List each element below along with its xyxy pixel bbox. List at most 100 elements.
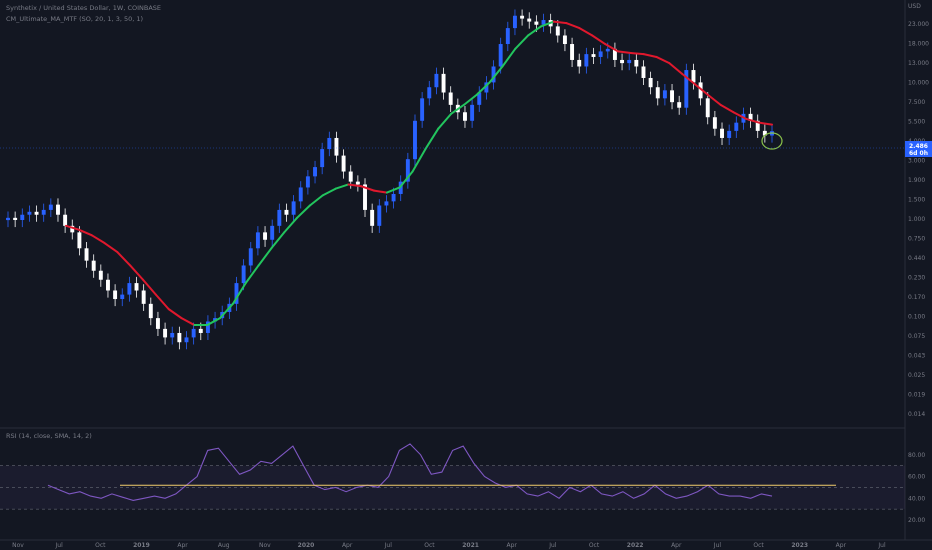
time-tick-label: Jul <box>384 542 393 549</box>
rsi-legend[interactable]: RSI (14, close, SMA, 14, 2) <box>6 432 92 440</box>
candle-body <box>684 70 689 108</box>
candle-body <box>748 113 753 121</box>
candle-body <box>170 332 175 338</box>
candle-body <box>634 59 639 67</box>
ma-segment <box>270 231 286 250</box>
ma-segment <box>668 62 684 75</box>
price-tick-label: 0.170 <box>908 294 925 301</box>
candle-body <box>384 201 389 206</box>
candle-body <box>355 181 360 185</box>
candle-body <box>541 20 546 25</box>
rsi-tick-label: 60.00 <box>908 474 925 481</box>
ma-segment <box>206 317 222 327</box>
marker-circle[interactable] <box>761 132 783 150</box>
price-tick-label: 0.014 <box>908 411 925 418</box>
candle-body <box>120 294 125 300</box>
time-tick-label: Jul <box>877 542 886 549</box>
candle-body <box>612 48 617 60</box>
ma-segment <box>103 242 119 254</box>
candle-body <box>641 66 646 78</box>
candle-body <box>648 77 653 88</box>
price-tick-label: 0.075 <box>908 333 925 340</box>
price-tick-label: 18.000 <box>908 41 929 48</box>
candle-body <box>370 209 375 226</box>
candle-body <box>205 321 210 333</box>
candle-body <box>263 232 268 240</box>
ma-segment <box>116 251 132 267</box>
candle-body <box>305 176 310 188</box>
price-tick-label: 0.230 <box>908 275 925 282</box>
ma-segment <box>655 55 671 65</box>
candle-body <box>448 92 453 105</box>
ma-segment <box>462 93 478 106</box>
time-axis[interactable]: Nov Jul Oct 2019 Apr Aug Nov 2020 Apr Jul Oct 2021 A… <box>12 542 886 549</box>
countdown-label: 6d 0h <box>909 150 928 157</box>
ma-segment <box>488 65 504 84</box>
rsi-axis[interactable]: 80.00 60.00 40.00 20.00 <box>908 452 925 524</box>
candle-body <box>163 328 168 338</box>
candle-body <box>655 87 660 99</box>
rsi-pane[interactable] <box>0 443 905 510</box>
ma-segment <box>411 148 427 173</box>
ma-segment <box>308 194 324 207</box>
ma-segment <box>424 127 440 151</box>
time-tick-label: Oct <box>753 542 764 549</box>
candle-body <box>605 48 610 52</box>
price-tick-label: 10.000 <box>908 80 929 87</box>
candle-body <box>84 248 89 261</box>
candle-body <box>755 120 760 131</box>
candle-body <box>734 122 739 131</box>
ma-segment <box>65 224 80 231</box>
rsi-tick-label: 80.00 <box>908 452 925 459</box>
time-tick-label: 2020 <box>298 542 315 549</box>
ma-segment <box>167 308 183 320</box>
candle-body <box>413 120 417 160</box>
ma-segment <box>219 302 234 320</box>
time-tick-label: Oct <box>424 542 435 549</box>
candle-body <box>477 92 482 105</box>
candle-body <box>720 128 724 138</box>
candle-body <box>498 44 503 67</box>
candle-body <box>13 217 18 221</box>
candle-body <box>691 70 696 83</box>
ma-segment <box>142 278 157 296</box>
candle-body <box>234 283 239 304</box>
time-tick-label: Apr <box>507 542 518 549</box>
ma-segment <box>719 103 735 114</box>
candle-body <box>48 204 53 210</box>
ma-segment <box>642 53 658 58</box>
candle-body <box>98 270 103 280</box>
candle-body <box>441 73 446 93</box>
price-tick-label: 0.750 <box>908 236 925 243</box>
ma-segment <box>154 293 170 311</box>
candle-body <box>470 104 475 121</box>
candle-body <box>584 54 589 67</box>
candle-body <box>113 290 118 300</box>
ma-segment <box>681 72 696 86</box>
ma-segment <box>706 93 722 106</box>
candle-body <box>105 279 110 291</box>
time-tick-label: 2019 <box>133 542 150 549</box>
candle-body <box>527 18 532 22</box>
candle-body <box>520 15 525 19</box>
price-tick-label: 1.500 <box>908 197 925 204</box>
time-tick-label: Jul <box>548 542 557 549</box>
candle-body <box>277 209 282 226</box>
candle-body <box>712 117 717 129</box>
candle-body <box>134 283 139 291</box>
ma-segment <box>244 264 260 285</box>
time-tick-label: Apr <box>177 542 188 549</box>
symbol-legend[interactable]: Synthetix / United States Dollar, 1W, CO… <box>6 4 162 12</box>
price-pane[interactable] <box>6 9 783 350</box>
price-tick-label: 1.900 <box>908 177 925 184</box>
indicator-legend[interactable]: CM_Ultimate_MA_MTF (SO, 20, 1, 3, 50, 1) <box>6 15 144 23</box>
candle-body <box>420 98 425 121</box>
ma-segment <box>231 282 247 305</box>
ma-segment <box>257 247 273 267</box>
ma-segment <box>758 121 773 126</box>
candle-body <box>91 260 96 271</box>
candle-body <box>56 204 60 215</box>
ma-segment <box>552 20 568 25</box>
candle-body <box>191 328 196 338</box>
